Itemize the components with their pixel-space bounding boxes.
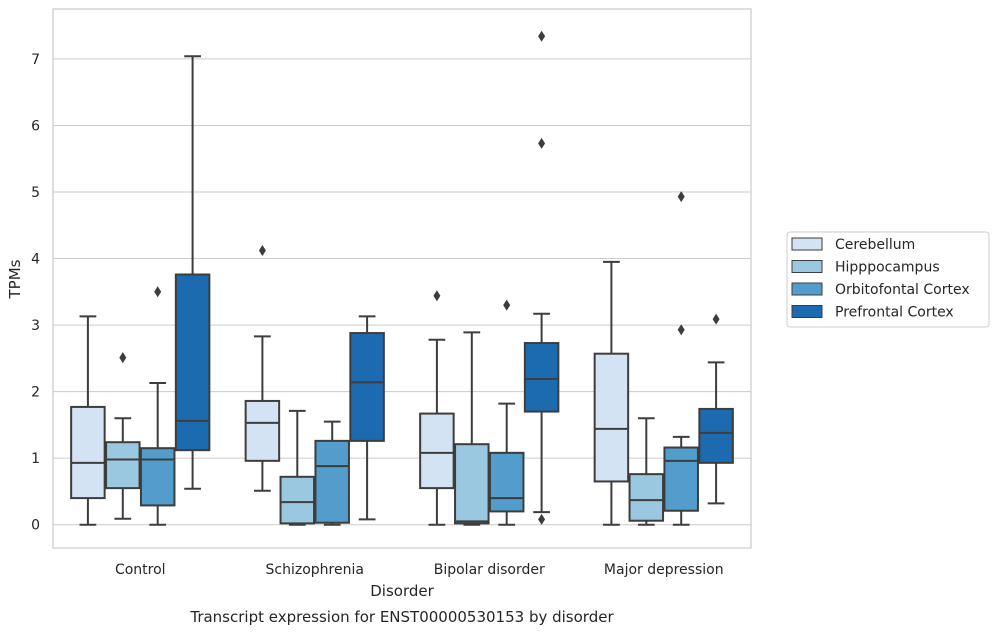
legend-label: Hipppocampus [835,260,940,276]
box [523,342,560,413]
outlier-point [712,313,720,325]
outlier-point [433,290,441,302]
x-tick-label: Control [115,562,166,578]
plot-frame [52,8,752,549]
box [244,399,281,462]
y-tick-label: 2 [31,385,40,401]
outlier-point [503,299,511,311]
box [314,439,350,524]
outlier-point [538,137,546,149]
legend-item: Orbitofontal Cortex [791,282,970,298]
x-tick-label: Schizophrenia [266,562,364,578]
legend: Cerebellum Hipppocampus Orbitofontal Corte… [786,231,990,328]
legend-label: Cerebellum [835,237,915,253]
box [663,446,699,512]
boxes [70,30,734,526]
legend-item: Prefrontal Cortex [791,305,954,321]
legend-item: Hipppocampus [791,260,940,276]
box [628,473,665,522]
chart-title: Transcript expression for ENST0000053015… [189,608,614,626]
y-tick-label: 7 [31,52,40,68]
outlier-point [154,286,162,298]
y-tick-labels: 0 1 2 3 4 5 6 7 [31,52,40,534]
y-tick-label: 5 [31,185,40,201]
box [139,447,176,507]
box [419,412,455,490]
legend-label: Prefrontal Cortex [835,305,954,321]
y-tick-label: 6 [31,118,40,134]
legend-label: Orbitofontal Cortex [835,282,970,298]
outlier-point [258,245,266,257]
y-tick-label: 3 [31,318,40,334]
outlier-point [677,324,685,336]
x-tick-labels: Control Schizophrenia Bipolar disorder Majo… [115,562,724,578]
y-tick-label: 0 [31,518,40,534]
outlier-point [538,30,546,42]
y-tick-label: 1 [31,451,40,467]
category-group [70,55,211,526]
box [593,352,630,483]
legend-swatch [791,237,823,251]
box [279,475,316,525]
outlier-point [677,191,685,203]
legend-frame [786,231,990,328]
legend-swatch [791,260,823,273]
box [488,451,525,513]
box [70,405,106,500]
box [174,273,211,452]
outlier-point [119,352,127,364]
legend-swatch [791,305,823,318]
category-group [419,30,560,526]
legend-item: Cerebellum [791,237,915,253]
x-tick-label: Major depression [604,562,724,578]
legend-swatch [791,282,823,296]
x-tick-label: Bipolar disorder [434,562,545,578]
y-tick-label: 4 [31,252,40,268]
category-group [593,191,734,526]
outlier-point [538,513,546,525]
box [105,441,141,490]
y-axis-label: TPMs [6,259,24,299]
x-axis-label: Disorder [370,582,434,600]
box [454,443,490,525]
box [349,332,385,442]
box [698,407,734,464]
category-group [244,245,385,526]
